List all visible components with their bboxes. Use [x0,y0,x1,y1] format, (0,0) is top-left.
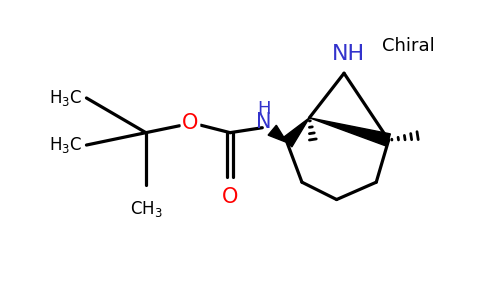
Text: O: O [222,187,238,207]
Text: H$_3$C: H$_3$C [49,88,82,108]
Text: Chiral: Chiral [382,37,435,55]
Text: CH$_3$: CH$_3$ [130,199,162,218]
Polygon shape [309,118,391,146]
Text: H: H [257,100,271,118]
Text: O: O [182,113,198,133]
Text: H$_3$C: H$_3$C [49,135,82,155]
Text: NH: NH [332,44,364,64]
Text: N: N [256,112,272,132]
Polygon shape [282,118,309,147]
Polygon shape [268,125,287,142]
